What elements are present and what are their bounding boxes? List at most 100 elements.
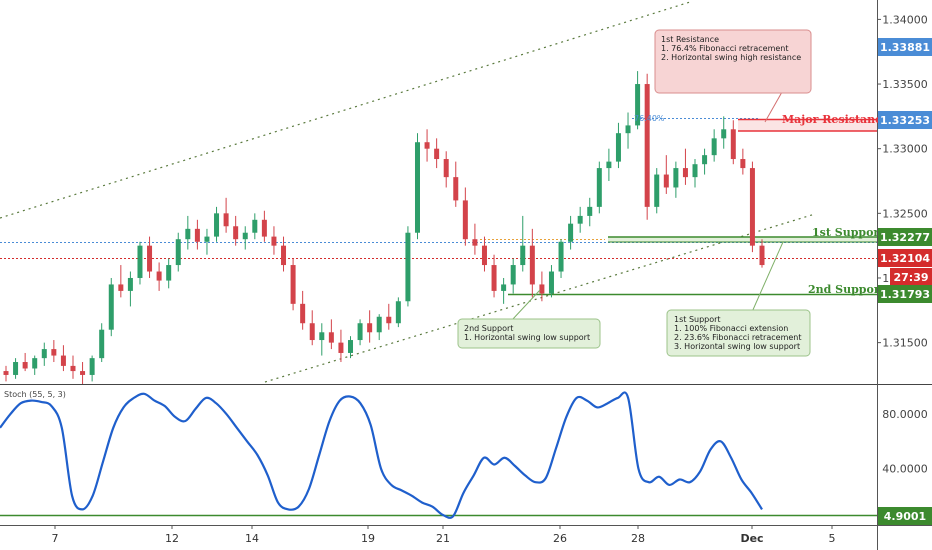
resistance-callout[interactable]: 1st Resistance 1. 76.4% Fibonacci retrac… <box>654 29 812 123</box>
candle-body <box>194 228 200 242</box>
candle-body <box>424 142 430 149</box>
candle-body <box>328 332 334 343</box>
first-support-callout-line-2: 1. 100% Fibonacci extension <box>674 324 788 333</box>
candle-body <box>453 177 459 201</box>
candle-body <box>32 358 38 369</box>
time-tick-label: 26 <box>553 532 567 545</box>
candle-body <box>682 168 688 178</box>
second-support-callout-pointer <box>511 289 541 321</box>
second-support-callout-box <box>457 318 601 349</box>
time-tick-label: Dec <box>740 532 763 545</box>
second-support-callout[interactable]: 2nd Support 1. Horizontal swing low supp… <box>457 289 601 349</box>
candle-body <box>261 219 267 237</box>
first-support-callout-line-3: 2. 23.6% Fibonacci retracement <box>674 333 802 342</box>
candle-body <box>271 236 277 246</box>
candle-body <box>118 284 124 291</box>
time-tick-label: 28 <box>631 532 645 545</box>
badge-current-price: 1.32104 <box>878 249 932 267</box>
price-tick-label: 1.33500 <box>882 78 928 91</box>
candlestick-series <box>3 71 765 384</box>
first-support-callout-box <box>666 309 811 357</box>
candle-body <box>309 323 315 341</box>
candle-body <box>137 245 143 278</box>
time-tick-label: 19 <box>361 532 375 545</box>
candle-body <box>472 239 478 246</box>
price-tick-label: 1.31500 <box>882 337 928 350</box>
candle-body <box>70 365 76 372</box>
candle-body <box>721 129 727 139</box>
stoch-line <box>0 391 763 519</box>
first-support-callout-line-4: 3. Horizontal swing low support <box>674 342 800 351</box>
badge-stoch-text: 4.9001 <box>884 510 926 523</box>
badge-major-resistance-text: 1.33253 <box>880 114 930 127</box>
candle-body <box>644 84 650 207</box>
candle-body <box>338 342 344 353</box>
candle-body <box>606 161 612 169</box>
badge-countdown-bg <box>890 268 932 285</box>
candle-body <box>3 371 9 375</box>
candle-body <box>41 349 47 359</box>
upper-channel-line[interactable] <box>0 1 691 219</box>
candle-body <box>740 159 746 169</box>
candle-body <box>242 232 248 240</box>
badge-current-price-bg <box>878 249 932 267</box>
candle-body <box>730 129 736 160</box>
candle-body <box>625 125 631 134</box>
candle-body <box>587 206 593 216</box>
time-tick-label: 14 <box>245 532 259 545</box>
candle-body <box>166 265 172 281</box>
first-support-callout-line-1: 1st Support <box>674 315 721 324</box>
candle-body <box>711 138 717 156</box>
candle-body <box>175 239 181 266</box>
candle-body <box>749 168 755 246</box>
candle-body <box>13 362 19 375</box>
candle-body <box>491 265 497 291</box>
time-tick-label: 21 <box>436 532 450 545</box>
badge-first-support-bg <box>878 228 932 246</box>
candle-body <box>577 215 583 224</box>
candle-body <box>223 213 229 227</box>
badge-second-support: 1.31793 <box>878 285 932 303</box>
resistance-zone[interactable] <box>738 119 877 131</box>
first-support-zone[interactable] <box>608 237 877 242</box>
candle-body <box>204 236 210 242</box>
candle-body <box>99 329 105 359</box>
badge-second-support-text: 1.31793 <box>880 288 930 301</box>
second-support-callout-line-1: 2nd Support <box>464 324 513 333</box>
stoch-pane[interactable] <box>0 385 877 525</box>
stoch-indicator-label[interactable]: Stoch (55, 5, 3) <box>4 390 66 399</box>
badge-major-resistance-bg <box>878 111 932 129</box>
candle-body <box>22 362 28 369</box>
first-support-callout[interactable]: 1st Support 1. 100% Fibonacci extension … <box>666 241 811 357</box>
badge-fib-high: 1.33881 <box>878 38 932 56</box>
badge-countdown-text: 27:39 <box>893 271 928 284</box>
candle-body <box>702 155 708 165</box>
badge-stoch: 4.9001 <box>878 507 932 525</box>
candle-body <box>185 228 191 240</box>
candle-body <box>548 271 554 294</box>
fib-76-label: 76.40% <box>634 114 665 123</box>
candle-body <box>386 316 392 324</box>
candle-body <box>692 164 698 178</box>
badge-first-support-text: 1.32277 <box>880 231 930 244</box>
candle-body <box>539 284 545 294</box>
candle-body <box>60 355 66 366</box>
candle-body <box>405 232 411 302</box>
candle-body <box>654 174 660 207</box>
candle-body <box>319 332 325 341</box>
candle-body <box>281 245 287 266</box>
resistance-callout-line-3: 2. Horizontal swing high resistance <box>661 53 801 62</box>
candle-body <box>367 323 373 333</box>
time-axis[interactable]: 7 12 14 19 21 26 28 Dec 5 <box>52 525 836 545</box>
first-support-label: 1st Support <box>812 226 885 239</box>
second-support-callout-line-2: 1. Horizontal swing low support <box>464 333 590 342</box>
badge-countdown: 27:39 <box>890 268 932 285</box>
candle-body <box>520 245 526 266</box>
candle-body <box>51 349 57 356</box>
candle-body <box>558 241 564 272</box>
stoch-axis[interactable]: 80.0000 40.0000 <box>882 408 928 475</box>
candle-body <box>635 84 641 126</box>
candle-body <box>357 323 363 341</box>
candle-body <box>414 142 420 233</box>
resistance-callout-pointer <box>764 91 783 123</box>
